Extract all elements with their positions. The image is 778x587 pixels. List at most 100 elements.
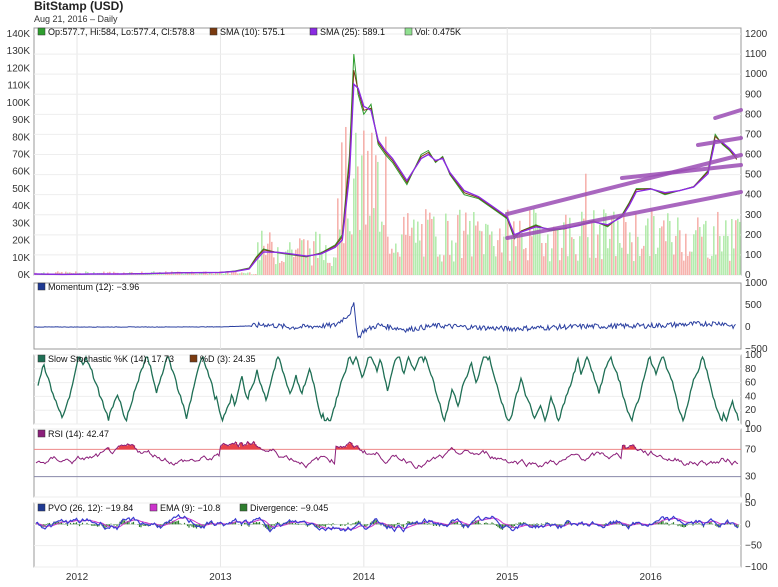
volume-bar [209,272,211,275]
volume-bar [389,253,391,275]
volume-bar [463,230,465,275]
legend-label: SMA (25): 589.1 [320,27,385,37]
price-right-tick: 600 [745,150,762,161]
volume-bar [509,260,511,275]
volume-bar [709,258,711,275]
rsi-overbought-fill [346,444,349,450]
volume-bar [541,242,543,275]
rsi-overbought-fill [343,446,346,450]
rsi-overbought-fill [225,444,227,450]
rsi-overbought-fill [337,446,340,450]
volume-bar [61,271,63,275]
legend-swatch [189,354,198,363]
volume-bar [611,216,613,275]
volume-bar [465,212,467,275]
volume-bar [231,272,233,275]
volume-bar [497,240,499,275]
pvo-tick: 50 [745,498,757,509]
legend-swatch [149,503,158,512]
volume-bar [127,274,129,275]
volume-bar [629,232,631,275]
volume-bar [275,264,277,275]
trend-line [505,190,743,240]
volume-bar [339,229,341,275]
volume-bar [631,242,633,275]
price-right-tick: 300 [745,210,762,221]
volume-bar [245,273,247,275]
rsi-tick: 30 [745,472,757,483]
volume-bar [295,249,297,275]
price-right-tick: 400 [745,190,762,201]
stoch-tick: 0 [745,419,751,430]
volume-bar [311,265,313,275]
price-left-tick: 40K [12,201,30,212]
volume-bar [415,242,417,275]
volume-bar [327,262,329,275]
volume-bar [547,234,549,275]
volume-bar [363,130,365,275]
trend-line [695,136,743,147]
volume-bar [571,237,573,275]
rsi-overbought-fill [106,448,109,450]
volume-bar [605,213,607,275]
rsi-overbought-fill [345,447,347,450]
volume-bar [701,236,703,275]
volume-bar [305,256,307,275]
volume-bar [513,221,515,275]
volume-bar [697,217,699,275]
volume-bar [737,218,739,275]
rsi-overbought-fill [252,443,254,450]
volume-bar [659,228,661,275]
volume-bar [243,272,245,275]
rsi-overbought-fill [253,441,256,450]
rsi-overbought-fill [238,446,241,450]
rsi-overbought-fill [336,446,338,450]
volume-bar [517,235,519,275]
legend-label: EMA (9): −10.8 [160,503,220,513]
rsi-overbought-fill [229,444,232,450]
volume-bar [303,239,305,275]
volume-bar [723,235,725,275]
price-left-tick: 90K [12,115,30,126]
rsi-overbought-fill [120,445,122,450]
volume-bar [731,219,733,275]
volume-bar [405,234,407,275]
volume-bar [329,262,331,275]
rsi-overbought-fill [340,446,343,450]
volume-bar [601,259,603,275]
legend-label: Slow Stochastic %K (14): 17.73 [48,354,174,364]
volume-bar [417,221,419,275]
volume-bar [519,220,521,275]
volume-bar [367,150,369,275]
rsi-overbought-fill [256,446,259,450]
volume-bar [479,230,481,275]
legend-swatch [37,282,46,291]
volume-bar [211,273,213,275]
price-left-tick: 70K [12,150,30,161]
legend-swatch [37,354,46,363]
legend-swatch [209,27,218,36]
legend-label: Momentum (12): −3.96 [48,282,139,292]
rsi-tick: 70 [745,444,757,455]
volume-bar [75,271,77,275]
panel-frame-momentum [33,282,742,350]
volume-bar [331,265,333,275]
volume-bar [453,261,455,275]
volume-bar [555,227,557,275]
volume-bar [641,248,643,275]
volume-bar [385,136,387,275]
volume-bar [705,220,707,275]
volume-bar [449,255,451,275]
price-right-tick: 1000 [745,69,768,80]
volume-bar [609,238,611,275]
trend-line [619,163,743,180]
rsi-overbought-fill [240,442,242,450]
price-left-tick: 10K [12,253,30,264]
volume-bar [689,251,691,275]
volume-bar [525,247,527,275]
rsi-overbought-fill [255,444,257,450]
volume-bar [537,225,539,275]
volume-bar [693,234,695,275]
legend-swatch [37,503,46,512]
volume-bar [403,216,405,275]
